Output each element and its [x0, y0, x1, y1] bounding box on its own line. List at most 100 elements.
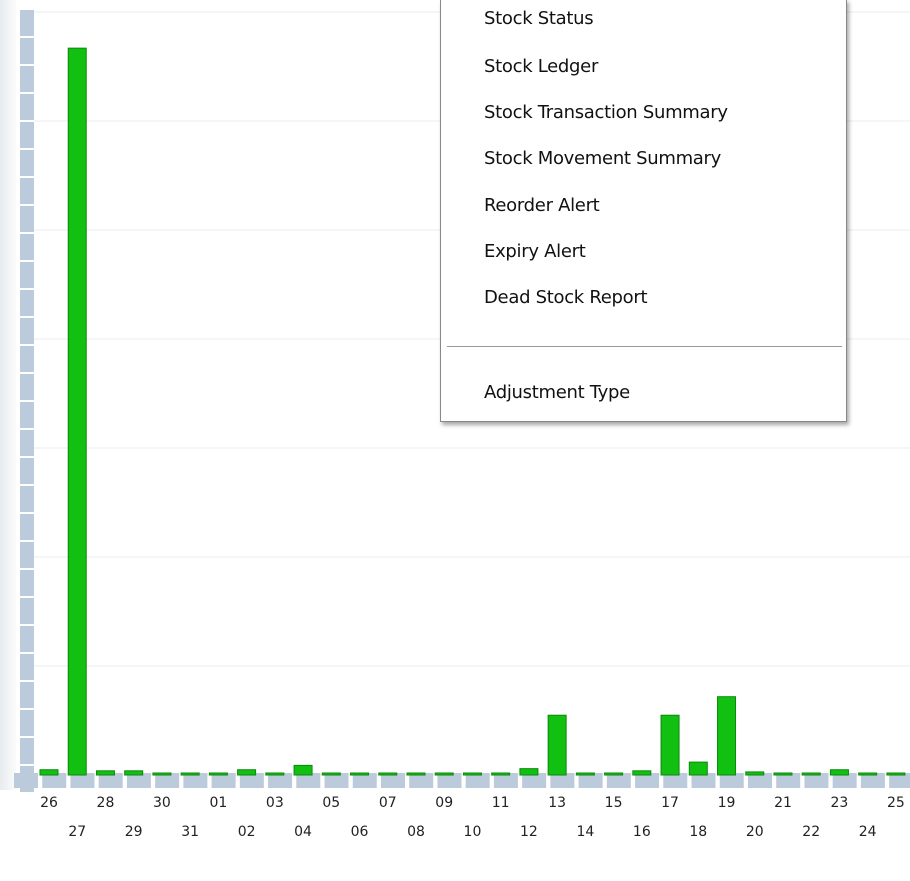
- bar: [321, 772, 341, 776]
- x-tick-label: 11: [492, 795, 510, 811]
- axis-block: [20, 710, 34, 736]
- axis-block: [98, 773, 123, 788]
- x-tick-label: 16: [633, 824, 651, 840]
- bar: [886, 772, 906, 776]
- x-tick-label: 14: [576, 824, 594, 840]
- bar: [491, 772, 511, 776]
- axis-block: [324, 773, 349, 788]
- x-tick-label: 28: [97, 795, 115, 811]
- axis-block: [20, 262, 34, 288]
- menu-item[interactable]: Stock Ledger: [484, 56, 599, 77]
- x-tick-label: 01: [209, 795, 227, 811]
- x-tick-label: 05: [322, 795, 340, 811]
- x-tick-label: 30: [153, 795, 171, 811]
- axis-block: [804, 773, 829, 788]
- x-tick-label: 18: [689, 824, 707, 840]
- axis-block: [606, 773, 631, 788]
- x-tick-label: 03: [266, 795, 284, 811]
- axis-block: [20, 458, 34, 484]
- bar: [350, 772, 370, 776]
- axis-block: [42, 773, 67, 788]
- axis-block: [663, 773, 688, 788]
- axis-block: [860, 773, 885, 788]
- axis-block: [20, 374, 34, 400]
- separator: [447, 346, 842, 347]
- axis-block: [211, 773, 236, 788]
- bar: [801, 772, 821, 776]
- axis-block: [409, 773, 434, 788]
- axis-block: [70, 773, 95, 788]
- axis-block: [20, 318, 34, 344]
- bar: [39, 769, 59, 776]
- axis-block: [20, 542, 34, 568]
- axis-block: [20, 178, 34, 204]
- bar: [547, 714, 567, 776]
- axis-block: [20, 430, 34, 456]
- menu-item[interactable]: Adjustment Type: [484, 382, 630, 403]
- bar: [378, 772, 398, 776]
- bar: [180, 772, 200, 776]
- axis-block: [20, 654, 34, 680]
- x-tick-label: 20: [746, 824, 764, 840]
- axis-block: [493, 773, 518, 788]
- left-panel: [0, 0, 16, 790]
- axis-block: [155, 773, 180, 788]
- x-tick-label: 06: [351, 824, 369, 840]
- bar: [293, 764, 313, 776]
- axis-block: [296, 773, 321, 788]
- menu-item[interactable]: Stock Transaction Summary: [484, 102, 728, 123]
- menu-item[interactable]: Stock Movement Summary: [484, 148, 721, 169]
- axis-block: [20, 122, 34, 148]
- axis-block: [20, 234, 34, 260]
- axis-block: [20, 682, 34, 708]
- axis-block: [126, 773, 151, 788]
- bar: [632, 770, 652, 776]
- axis-block: [20, 514, 34, 540]
- x-tick-label: 19: [718, 795, 736, 811]
- bar: [519, 768, 539, 776]
- bar: [575, 772, 595, 776]
- bar: [124, 770, 144, 776]
- x-tick-label: 23: [831, 795, 849, 811]
- bar: [265, 772, 285, 776]
- bar: [773, 772, 793, 776]
- axis-block: [20, 346, 34, 372]
- x-tick-label: 13: [548, 795, 566, 811]
- axis-block: [14, 773, 38, 788]
- bar: [717, 696, 737, 776]
- axis-block: [183, 773, 208, 788]
- x-tick-label: 25: [887, 795, 905, 811]
- axis-block: [20, 402, 34, 428]
- axis-block: [268, 773, 293, 788]
- x-tick-label: 29: [125, 824, 143, 840]
- axis-block: [776, 773, 801, 788]
- bar: [434, 772, 454, 776]
- x-tick-label: 24: [859, 824, 877, 840]
- x-tick-label: 17: [661, 795, 679, 811]
- bar: [406, 772, 426, 776]
- x-tick-label: 22: [802, 824, 820, 840]
- menu-item[interactable]: Stock Status: [484, 8, 594, 29]
- menu-item[interactable]: Reorder Alert: [484, 195, 600, 216]
- axis-block: [20, 38, 34, 64]
- axis-block: [20, 486, 34, 512]
- axis-block: [20, 290, 34, 316]
- x-tick-label: 02: [238, 824, 256, 840]
- axis-block: [465, 773, 490, 788]
- axis-block: [380, 773, 405, 788]
- dropdown-menu: Adjustment Type Stock Status Stock Ledger…: [440, 0, 847, 422]
- menu-item[interactable]: Dead Stock Report: [484, 287, 648, 308]
- x-tick-label: 26: [40, 795, 58, 811]
- bar: [688, 761, 708, 776]
- bar: [237, 769, 257, 776]
- axis-block: [578, 773, 603, 788]
- bar: [95, 770, 115, 776]
- axis-block: [550, 773, 575, 788]
- x-tick-label: 12: [520, 824, 538, 840]
- bar: [858, 772, 878, 776]
- axis-block: [832, 773, 857, 788]
- bar: [208, 772, 228, 776]
- menu-item[interactable]: Expiry Alert: [484, 241, 586, 262]
- axis-block: [437, 773, 462, 788]
